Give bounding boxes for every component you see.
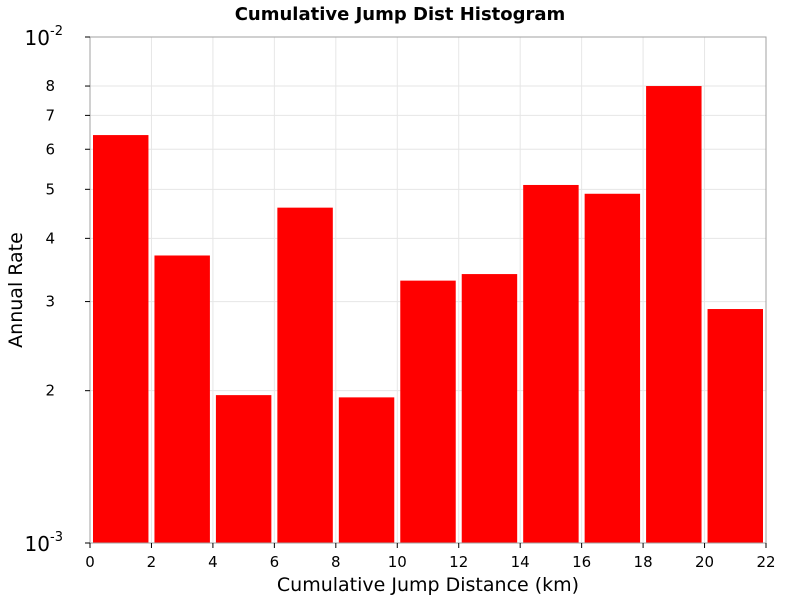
- x-tick-label: 2: [147, 553, 157, 571]
- y-tick-label: 2: [45, 382, 55, 400]
- x-axis-ticks: 0 2 4 6 8 10 12 14 16 18 20 22: [85, 543, 776, 571]
- x-tick-label: 12: [449, 553, 468, 571]
- x-tick-label: 6: [270, 553, 280, 571]
- bar: [646, 86, 702, 543]
- y-tick-label: 7: [45, 106, 55, 124]
- x-tick-label: 20: [695, 553, 714, 571]
- x-axis-label: Cumulative Jump Distance (km): [277, 574, 579, 596]
- x-tick-label: 16: [572, 553, 591, 571]
- y-tick-label: 4: [45, 229, 55, 247]
- y-axis-label: Annual Rate: [5, 232, 27, 348]
- x-tick-label: 14: [511, 553, 530, 571]
- x-tick-label: 4: [208, 553, 218, 571]
- bar: [707, 309, 763, 543]
- y-decade-exponent: -3: [50, 530, 63, 545]
- bar: [461, 274, 518, 543]
- y-tick-label: 3: [45, 293, 55, 311]
- plot-frame: [89, 36, 767, 544]
- chart-title: Cumulative Jump Dist Histogram: [235, 4, 566, 25]
- y-decade-exponent: -2: [50, 24, 63, 39]
- x-tick-label: 0: [85, 553, 95, 571]
- y-tick-label: 6: [45, 140, 55, 158]
- y-decade-label: 10: [25, 26, 50, 50]
- bar: [523, 184, 579, 544]
- x-tick-label: 18: [634, 553, 653, 571]
- y-tick-label: 8: [45, 77, 55, 95]
- y-decade-label: 10: [25, 532, 50, 556]
- x-tick-label: 8: [331, 553, 341, 571]
- bar: [584, 193, 641, 543]
- bar: [154, 255, 210, 543]
- bar: [277, 207, 333, 543]
- x-tick-label: 22: [756, 553, 775, 571]
- bar: [93, 135, 149, 543]
- bar: [338, 397, 395, 543]
- bars: [93, 86, 763, 544]
- y-decade-base: 10: [25, 532, 50, 556]
- y-decade-base: 10: [25, 26, 50, 50]
- bar: [400, 280, 456, 543]
- y-tick-label: 5: [45, 180, 55, 198]
- x-tick-label: 10: [388, 553, 407, 571]
- bar: [215, 395, 272, 543]
